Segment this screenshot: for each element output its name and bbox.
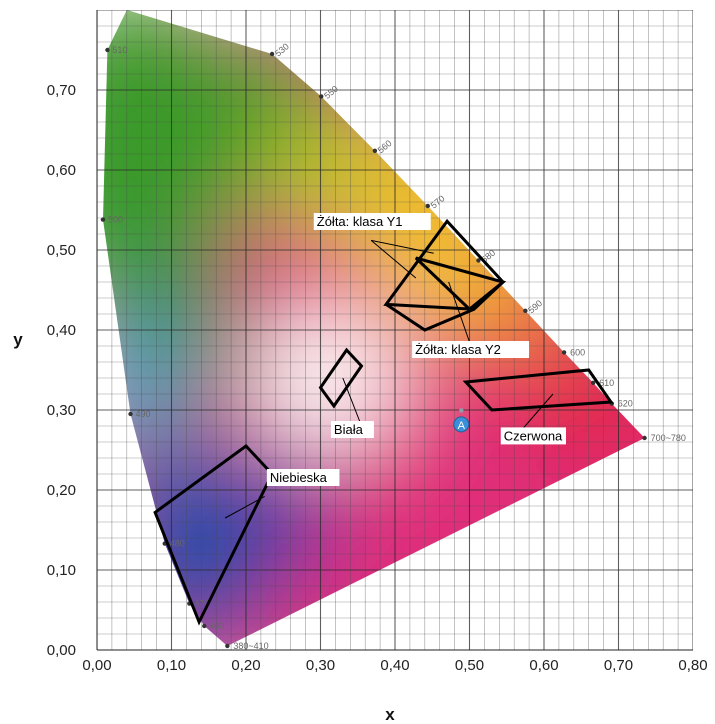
y-tick-label: 0,10 — [47, 562, 76, 579]
region-label: Niebieska — [266, 469, 340, 486]
leader-line — [521, 393, 554, 431]
x-tick-label: 0,30 — [306, 657, 335, 674]
y-tick-label: 0,00 — [47, 642, 76, 659]
region-labels: Żółta: klasa Y1 Żółta: klasa Y2 Biała Czerw… — [266, 213, 566, 486]
region-outline — [462, 368, 614, 412]
region-label: Żółta: klasa Y2 — [412, 341, 530, 358]
y-tick-label: 0,70 — [47, 82, 76, 99]
region-label-box — [313, 213, 431, 230]
wavelength-label: 480 — [170, 539, 185, 549]
x-tick-label: 0,10 — [157, 657, 186, 674]
wavelength-label: 610 — [599, 378, 614, 388]
leader-line — [448, 281, 470, 343]
wavelength-label: 700~780 — [651, 433, 686, 443]
locus-point — [425, 203, 430, 209]
region-label-text: Żółta: klasa Y2 — [415, 342, 501, 357]
y-tick-label: 0,40 — [47, 322, 76, 339]
locus-point — [372, 148, 378, 153]
region-label-text: Biała — [334, 422, 364, 437]
wavelength-label: 380~410 — [233, 641, 268, 651]
signal-colour-regions — [153, 218, 614, 626]
locus-point — [128, 411, 133, 417]
marker-a — [453, 416, 470, 433]
locus-point — [561, 350, 567, 355]
wavelength-label: 470 — [194, 599, 209, 609]
region-outline — [385, 303, 475, 332]
y-axis-title: y — [13, 330, 23, 349]
locus-point — [202, 623, 207, 629]
wavelength-label: 500 — [108, 215, 123, 225]
marker-origin — [459, 408, 464, 413]
leader-line — [224, 495, 265, 519]
locus-point — [225, 643, 230, 649]
wavelength-label: 600 — [570, 347, 585, 357]
region-label-box — [330, 421, 374, 438]
x-tick-label: 0,70 — [604, 657, 633, 674]
x-tick-label: 0,40 — [380, 657, 409, 674]
leader-line — [342, 377, 361, 423]
y-tick-label: 0,20 — [47, 482, 76, 499]
chromaticity-color-fill — [103, 10, 645, 646]
region-label-box — [412, 341, 530, 358]
region-label: Czerwona — [500, 427, 566, 445]
x-tick-label: 0,20 — [231, 657, 260, 674]
region-label-box — [500, 427, 566, 445]
region-label-text: Żółta: klasa Y1 — [317, 214, 403, 229]
marker-a-label: A — [458, 420, 466, 432]
region-label-text: Czerwona — [504, 428, 563, 443]
region-label: Żółta: klasa Y1 — [313, 213, 431, 230]
label-leader-lines — [224, 239, 554, 519]
x-tick-label: 0,80 — [678, 657, 707, 674]
x-tick-labels: 0,00 0,10 0,20 0,30 0,40 0,50 0,60 0,70 0,80 — [82, 657, 707, 674]
wavelength-label: 550 — [322, 84, 340, 101]
locus-point — [523, 308, 528, 313]
locus-point — [269, 51, 275, 57]
leader-line — [370, 240, 417, 279]
region-outline — [414, 256, 507, 312]
wavelength-label: 510 — [112, 45, 127, 55]
x-tick-label: 0,50 — [455, 657, 484, 674]
wavelength-label: 460 — [209, 621, 224, 631]
region-label-text: Niebieska — [270, 470, 328, 485]
y-tick-label: 0,50 — [47, 242, 76, 259]
locus-point — [476, 258, 481, 263]
wavelength-label: 570 — [429, 193, 447, 210]
y-tick-labels: 0,00 0,10 0,20 0,30 0,40 0,50 0,60 0,70 — [47, 82, 76, 659]
wavelength-label: 560 — [376, 138, 394, 155]
x-tick-label: 0,60 — [529, 657, 558, 674]
locus-point — [642, 435, 647, 441]
x-axis-title: x — [385, 705, 395, 724]
region-label: Biała — [330, 421, 374, 438]
region-label-box — [266, 469, 340, 486]
locus-point — [105, 47, 110, 53]
y-tick-label: 0,30 — [47, 402, 76, 419]
x-tick-label: 0,00 — [82, 657, 111, 674]
wavelength-label: 620 — [618, 399, 633, 409]
locus-point — [100, 217, 106, 222]
y-tick-label: 0,60 — [47, 162, 76, 179]
locus-point — [590, 380, 596, 385]
grid — [97, 10, 693, 650]
point-marker: A — [453, 408, 470, 433]
leader-line — [371, 239, 434, 254]
region-outline — [318, 347, 364, 409]
wavelength-label: 490 — [136, 409, 151, 419]
locus-point — [319, 94, 324, 99]
